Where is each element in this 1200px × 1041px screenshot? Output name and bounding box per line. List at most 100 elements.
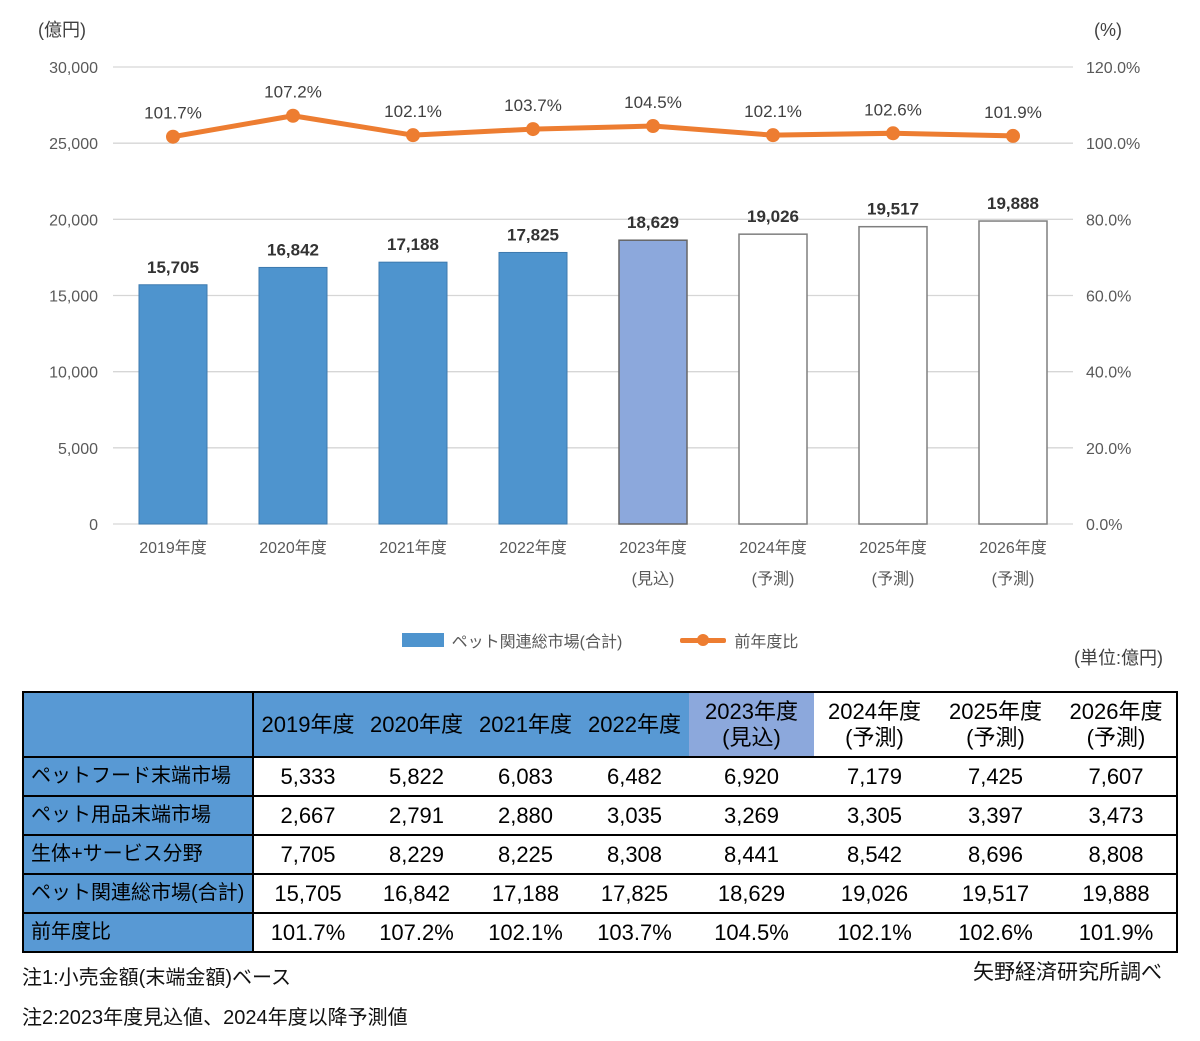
right-axis-tick: 100.0%	[1086, 136, 1140, 153]
bar-value-label: 19,026	[747, 207, 799, 226]
footnote-1: 注1:小売金額(末端金額)ベース	[22, 967, 291, 989]
row-label: ペット関連総市場(合計)	[23, 873, 254, 914]
line-value-label: 107.2%	[264, 83, 322, 102]
x-axis-sublabel: (予測)	[872, 570, 915, 588]
data-cell: 19,026	[814, 873, 935, 914]
column-header-2020年度: 2020年度	[362, 691, 471, 758]
column-header-2019年度: 2019年度	[253, 691, 362, 758]
data-cell: 15,705	[253, 873, 362, 914]
column-header-2022年度: 2022年度	[580, 691, 689, 758]
bar-2023年度	[618, 239, 688, 525]
table-unit-note: (単位:億円)	[1074, 648, 1163, 668]
data-cell: 3,035	[580, 795, 689, 836]
bar-2020年度	[258, 266, 328, 525]
column-header-2021年度: 2021年度	[471, 691, 580, 758]
line-point	[406, 128, 420, 143]
data-cell: 102.1%	[471, 912, 580, 953]
data-cell: 2,667	[253, 795, 362, 836]
data-cell: 6,083	[471, 756, 580, 797]
bar-value-label: 16,842	[267, 240, 319, 259]
x-axis-label: 2024年度	[739, 539, 807, 557]
row-label: 前年度比	[23, 912, 254, 953]
line-value-label: 102.1%	[384, 102, 442, 121]
right-axis-tick: 20.0%	[1086, 441, 1131, 458]
right-axis-tick: 40.0%	[1086, 365, 1131, 382]
bar-value-label: 15,705	[147, 258, 199, 277]
line-value-label: 101.7%	[144, 104, 202, 123]
data-cell: 5,333	[253, 756, 362, 797]
data-cell: 7,425	[935, 756, 1056, 797]
column-header-2024年度: 2024年度 (予測)	[814, 691, 935, 758]
left-axis-tick: 30,000	[49, 60, 98, 77]
data-cell: 3,305	[814, 795, 935, 836]
line-value-label: 103.7%	[504, 96, 562, 115]
data-cell: 103.7%	[580, 912, 689, 953]
bar-value-label: 17,825	[507, 225, 559, 244]
data-cell: 8,808	[1056, 834, 1177, 875]
line-swatch-dot	[697, 634, 710, 646]
footnotes: 注1:小売金額(末端金額)ベース 注2:2023年度見込値、2024年度以降予測…	[22, 958, 408, 1038]
data-cell: 8,441	[689, 834, 814, 875]
x-axis-label: 2023年度	[619, 539, 687, 557]
line-point	[1006, 128, 1020, 143]
combo-chart: (億円) (%) 30,000 120.0% 25,000 100.0% 20,000 80.…	[38, 20, 1140, 588]
footnote-2: 注2:2023年度見込値、2024年度以降予測値	[22, 1007, 408, 1029]
bar-value-label: 18,629	[627, 213, 679, 232]
table-row: 生体+サービス分野 7,705 8,229 8,225 8,308 8,441 8,542 8…	[23, 834, 1177, 875]
legend-item-total-market: ペット関連総市場(合計)	[401, 628, 622, 652]
x-axis-label: 2026年度	[979, 539, 1047, 557]
bar-2021年度	[378, 261, 448, 525]
data-cell: 3,397	[935, 795, 1056, 836]
line-point	[766, 128, 780, 143]
x-axis-sublabel: (予測)	[752, 570, 795, 588]
line-value-label: 102.1%	[744, 102, 802, 121]
data-cell: 3,473	[1056, 795, 1177, 836]
row-label: ペット用品末端市場	[23, 795, 254, 836]
x-axis-sublabel: (予測)	[992, 570, 1035, 588]
bar-2026年度	[978, 220, 1048, 525]
line-value-label: 101.9%	[984, 103, 1042, 122]
data-cell: 101.7%	[253, 912, 362, 953]
x-axis-label: 2021年度	[379, 539, 447, 557]
data-cell: 7,705	[253, 834, 362, 875]
line-point	[286, 108, 300, 123]
data-cell: 5,822	[362, 756, 471, 797]
left-axis-tick: 5,000	[58, 441, 98, 458]
left-axis-tick: 10,000	[49, 365, 98, 382]
right-axis-tick: 80.0%	[1086, 212, 1131, 229]
x-axis-label: 2020年度	[259, 539, 327, 557]
left-axis-unit: (億円)	[38, 20, 86, 40]
data-cell: 19,888	[1056, 873, 1177, 914]
bar-2022年度	[498, 251, 568, 525]
data-cell: 8,308	[580, 834, 689, 875]
data-cell: 8,229	[362, 834, 471, 875]
data-cell: 107.2%	[362, 912, 471, 953]
right-axis-unit: (%)	[1094, 20, 1122, 40]
line-point	[646, 119, 660, 134]
left-axis-tick: 0	[89, 517, 98, 534]
row-label: ペットフード末端市場	[23, 756, 254, 797]
source-credit: 矢野経済研究所調べ	[973, 961, 1162, 984]
right-axis-tick: 60.0%	[1086, 289, 1131, 306]
data-cell: 19,517	[935, 873, 1056, 914]
line-series-swatch	[680, 634, 727, 646]
table-row: 前年度比 101.7% 107.2% 102.1% 103.7% 104.5% 102.1%…	[23, 912, 1177, 953]
line-point	[886, 126, 900, 141]
line-value-label: 102.6%	[864, 100, 922, 119]
data-cell: 102.1%	[814, 912, 935, 953]
right-axis-tick: 0.0%	[1086, 517, 1122, 534]
right-axis-tick: 120.0%	[1086, 60, 1140, 77]
line-value-label: 104.5%	[624, 93, 682, 112]
data-cell: 8,542	[814, 834, 935, 875]
data-table: 2019年度 2020年度 2021年度 2022年度 2023年度 (見込) 2024年度…	[22, 691, 1178, 953]
data-cell: 2,791	[362, 795, 471, 836]
data-cell: 3,269	[689, 795, 814, 836]
table-row: ペットフード末端市場 5,333 5,822 6,083 6,482 6,920 7,179…	[23, 756, 1177, 797]
data-cell: 101.9%	[1056, 912, 1177, 953]
column-header-2023年度: 2023年度 (見込)	[689, 691, 814, 758]
left-axis-tick: 15,000	[49, 289, 98, 306]
data-cell: 18,629	[689, 873, 814, 914]
x-axis-label: 2025年度	[859, 539, 927, 557]
legend-item-yoy: 前年度比	[680, 628, 798, 652]
